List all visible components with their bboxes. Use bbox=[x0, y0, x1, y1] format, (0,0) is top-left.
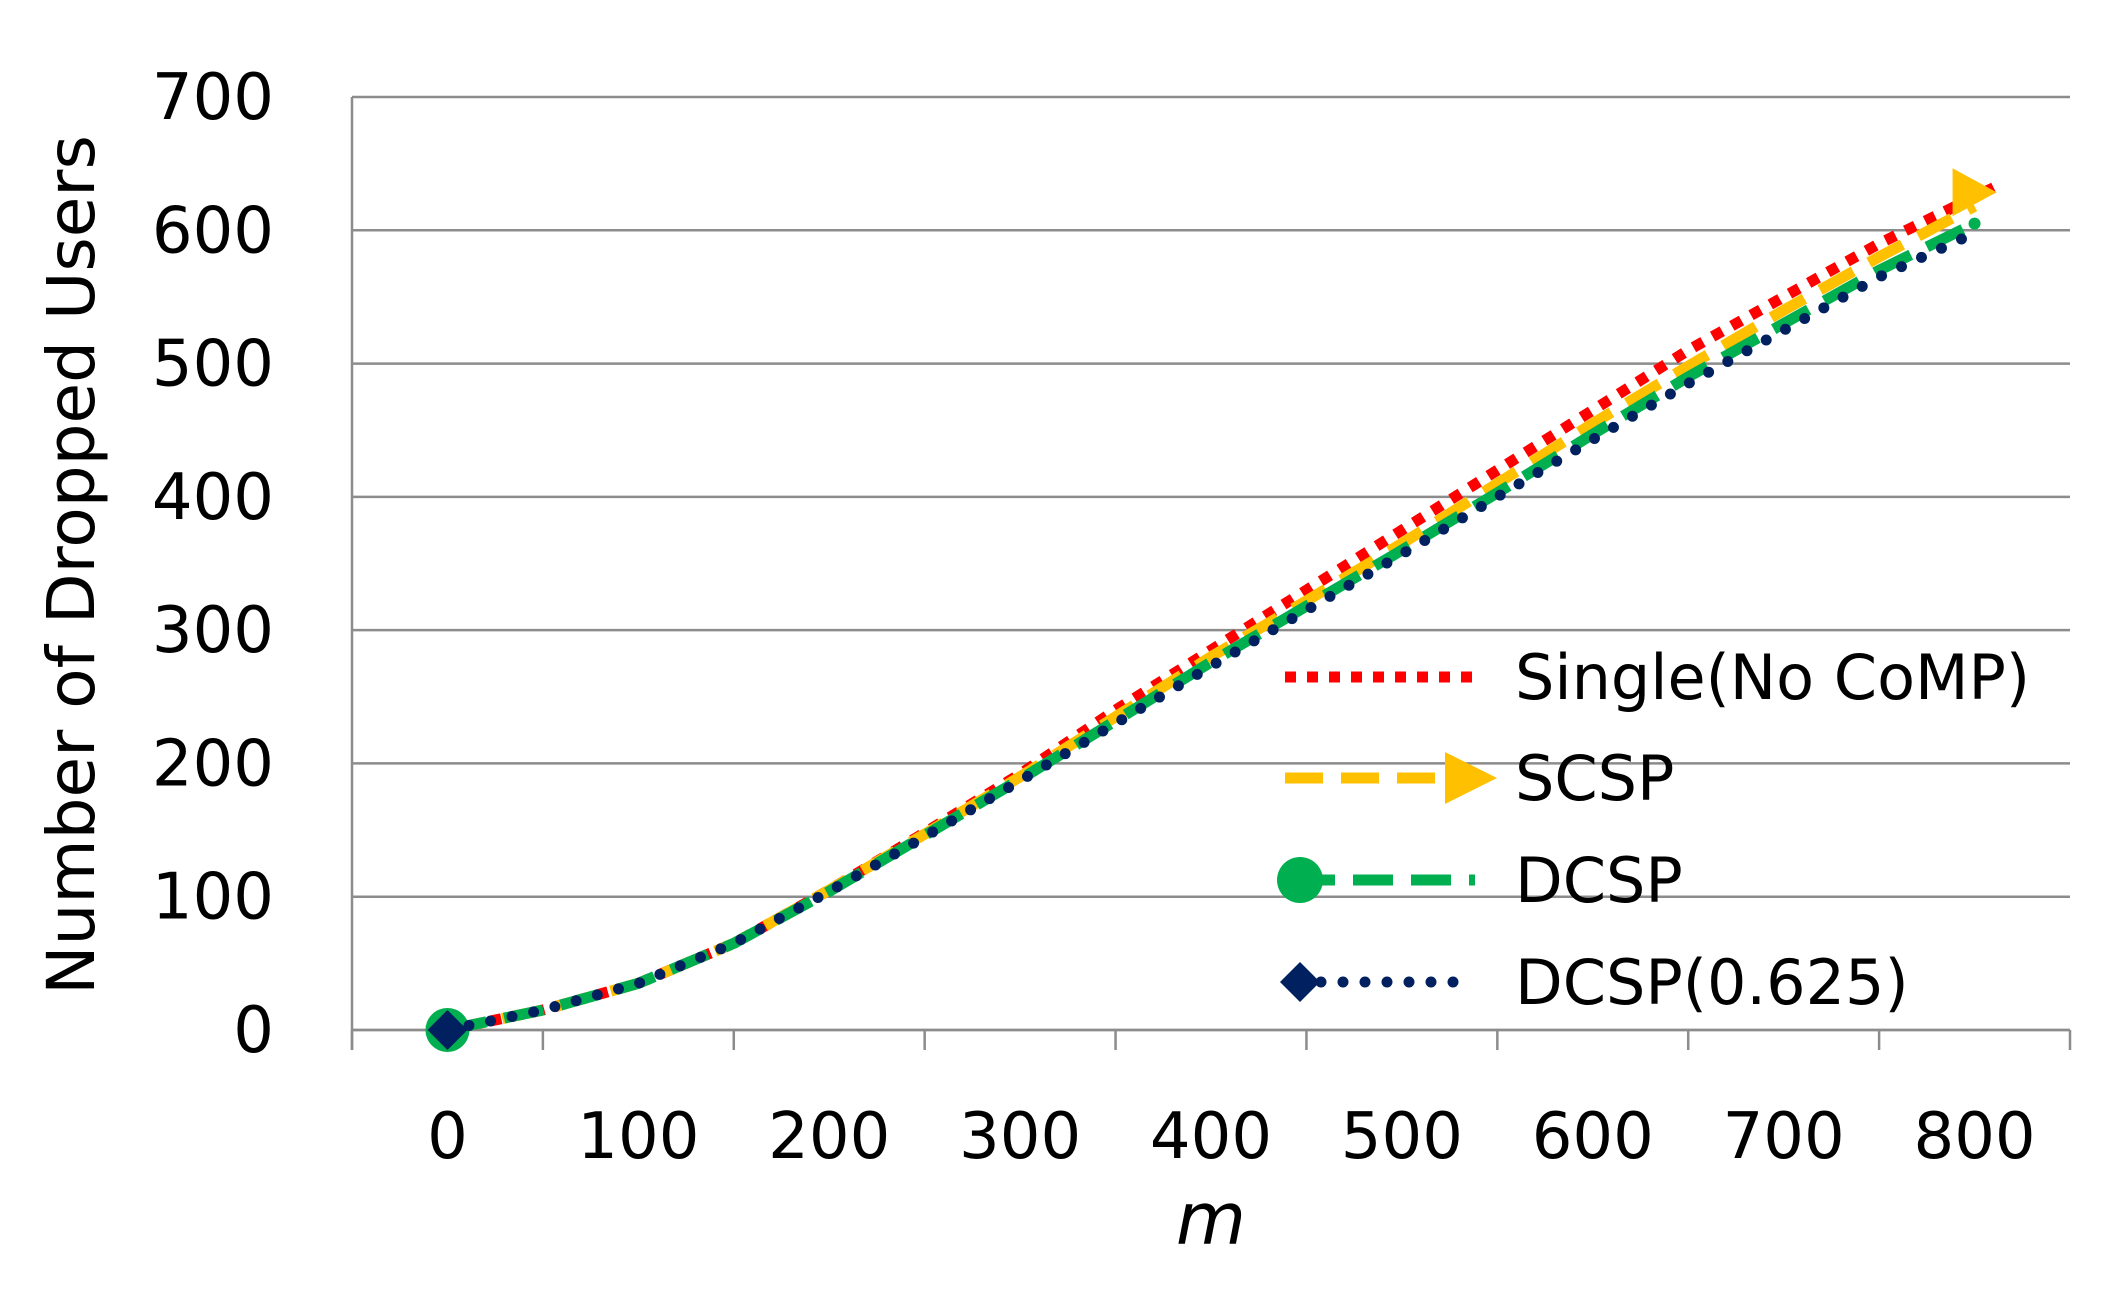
legend-swatch-marker-3 bbox=[1280, 962, 1320, 1002]
x-tick-label-500: 500 bbox=[1341, 1100, 1463, 1174]
y-tick-label-200: 200 bbox=[152, 727, 274, 801]
x-axis-label: m bbox=[1176, 1177, 1246, 1261]
y-tick-label-700: 700 bbox=[152, 61, 274, 135]
x-tick-label-300: 300 bbox=[959, 1100, 1081, 1174]
legend-label-1: SCSP bbox=[1515, 742, 1674, 815]
legend-swatch-marker-2 bbox=[1277, 857, 1323, 903]
legend-label-0: Single(No CoMP) bbox=[1515, 641, 2030, 714]
y-axis-label: Number of Dropped Users bbox=[33, 135, 110, 995]
series-line-0 bbox=[446, 182, 1997, 1036]
series-line-3 bbox=[441, 227, 1981, 1036]
y-tick-label-500: 500 bbox=[152, 328, 274, 402]
x-tick-label-700: 700 bbox=[1723, 1100, 1845, 1174]
series-end-marker-2 bbox=[1968, 217, 1981, 230]
x-tick-label-0: 0 bbox=[427, 1100, 468, 1174]
y-tick-label-300: 300 bbox=[152, 594, 274, 668]
y-tick-labels: 0 100 200 300 400 500 600 700 bbox=[152, 61, 274, 1068]
series-line-2 bbox=[446, 218, 1977, 1036]
x-tick-label-400: 400 bbox=[1150, 1100, 1272, 1174]
y-tick-label-0: 0 bbox=[233, 994, 274, 1068]
legend-swatch-marker-1 bbox=[1445, 752, 1497, 804]
y-tick-label-600: 600 bbox=[152, 194, 274, 268]
series-line-1 bbox=[446, 201, 1978, 1036]
legend-label-3: DCSP(0.625) bbox=[1515, 946, 1909, 1019]
series-start-marker-3 bbox=[427, 1010, 468, 1050]
grid-lines bbox=[352, 95, 2070, 1032]
y-tick-label-100: 100 bbox=[152, 861, 274, 935]
x-tick-label-600: 600 bbox=[1532, 1100, 1654, 1174]
axes bbox=[350, 97, 2072, 1050]
y-tick-label-400: 400 bbox=[152, 461, 274, 535]
legend-label-2: DCSP bbox=[1515, 844, 1683, 917]
x-tick-label-200: 200 bbox=[768, 1100, 890, 1174]
legend: Single(No CoMP) SCSP DCSP DCSP(0.625) bbox=[1277, 641, 2030, 1019]
x-tick-label-800: 800 bbox=[1913, 1100, 2035, 1174]
series-layer bbox=[425, 168, 1997, 1052]
series-end-arrow-1 bbox=[1952, 168, 1997, 217]
x-tick-label-100: 100 bbox=[577, 1100, 699, 1174]
x-tick-labels: 0 100 200 300 400 500 600 700 800 bbox=[427, 1100, 2036, 1174]
